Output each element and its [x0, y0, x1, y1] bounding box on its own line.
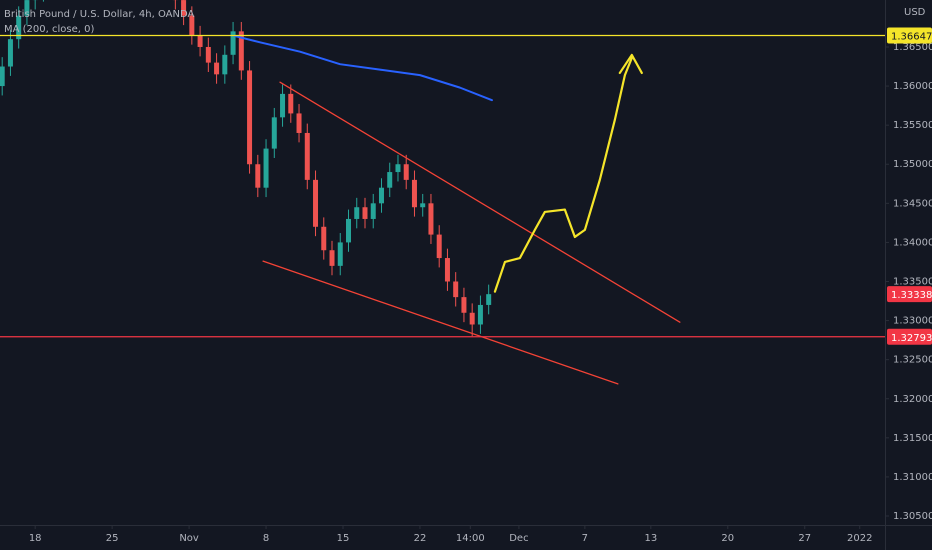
y-tick-label: 1.31500	[893, 433, 932, 444]
y-tick-label: 1.33000	[893, 316, 932, 327]
chart-title: British Pound / U.S. Dollar, 4h, OANDA	[4, 9, 194, 20]
candle-body	[181, 0, 187, 16]
y-tick-label: 1.36000	[893, 81, 932, 92]
y-tick-label: 1.36500	[893, 42, 932, 53]
plot-area	[0, 0, 885, 385]
y-tick-label: 1.35000	[893, 159, 932, 170]
level-label-box	[887, 27, 932, 44]
candle-body	[444, 258, 450, 282]
level-label: 1.36647	[891, 31, 932, 42]
candle-body	[370, 203, 376, 219]
candle-body	[7, 39, 13, 67]
candle-body	[255, 164, 261, 188]
trend-line	[262, 260, 619, 385]
candle-body	[238, 31, 244, 71]
y-tick-label: 1.32000	[893, 394, 932, 405]
candle-body	[24, 0, 30, 16]
candle-body	[411, 179, 417, 208]
candle-body	[288, 93, 294, 114]
level-label: 1.32793	[891, 333, 932, 344]
y-tick-label: 1.34000	[893, 237, 932, 248]
last-price-box	[887, 286, 932, 303]
x-tick-label: 15	[337, 533, 350, 544]
y-tick-label: 1.33500	[893, 276, 932, 287]
candle-body	[296, 113, 302, 133]
candle-body	[477, 304, 483, 325]
candle-body	[189, 15, 195, 36]
candle-body	[428, 203, 434, 235]
currency-label: USD	[904, 7, 926, 18]
candle-body	[387, 172, 393, 188]
candle-body	[280, 93, 286, 118]
y-tick-label: 1.32500	[893, 355, 932, 366]
candle-body	[420, 203, 426, 208]
candle-body	[321, 226, 327, 251]
candle-body	[329, 250, 335, 266]
x-tick-label: 7	[582, 533, 588, 544]
x-tick-label: 8	[263, 533, 269, 544]
candle-body	[247, 70, 253, 165]
x-tick-label: 27	[798, 533, 811, 544]
level-label-box	[887, 328, 932, 345]
candle-body	[346, 218, 352, 243]
y-tick-label: 1.30500	[893, 511, 932, 522]
candle-body	[337, 242, 343, 266]
candle-body	[16, 15, 22, 40]
candle-body	[0, 66, 5, 87]
candle-body	[486, 294, 492, 305]
candle-body	[214, 62, 220, 75]
last-price-label: 1.33338	[891, 290, 932, 301]
moving-average	[234, 35, 493, 102]
candle-body	[271, 117, 277, 149]
x-tick-label: 13	[644, 533, 657, 544]
y-tick-label: 1.31000	[893, 472, 932, 483]
candle-body	[436, 234, 442, 259]
candle-body	[378, 187, 384, 204]
x-tick-label: Nov	[179, 533, 199, 544]
candle-body	[222, 54, 228, 75]
candle-body	[453, 281, 459, 298]
candle-body	[403, 164, 409, 180]
y-tick-label: 1.34500	[893, 198, 932, 209]
candle-body	[461, 297, 467, 313]
candle-body	[205, 46, 211, 63]
indicator-label: MA (200, close, 0)	[4, 24, 94, 35]
candle-body	[197, 35, 203, 47]
x-tick-label: 20	[721, 533, 734, 544]
x-tick-label: 25	[106, 533, 119, 544]
projection-arrowhead	[618, 53, 643, 75]
x-tick-label: 18	[29, 533, 42, 544]
candle-body	[230, 31, 236, 55]
y-tick-label: 1.35500	[893, 120, 932, 131]
candle-body	[354, 207, 360, 219]
x-tick-label: 22	[414, 533, 427, 544]
candle-body	[313, 179, 319, 227]
projection-path	[493, 56, 633, 293]
x-tick-label: 14:00	[456, 533, 485, 544]
candle-body	[395, 164, 401, 173]
candle-body	[263, 148, 269, 188]
candle-body	[304, 132, 310, 180]
trend-line	[279, 81, 681, 323]
candle-body	[469, 312, 475, 325]
x-tick-label: Dec	[509, 533, 528, 544]
x-tick-label: 2022	[847, 533, 872, 544]
candle-body	[362, 207, 368, 219]
axes: 1.30500 1.31000 1.31500 1.32000 1.32500 1.330…	[29, 27, 932, 544]
